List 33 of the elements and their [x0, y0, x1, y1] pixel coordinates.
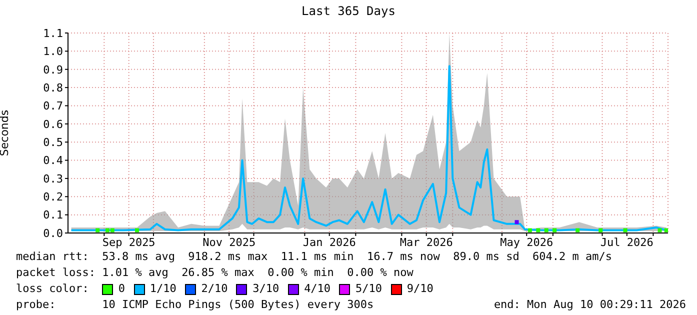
x-tick-label: May 2026 [500, 236, 554, 249]
y-axis-title: Seconds [0, 110, 11, 156]
legend-label: 5/10 [355, 281, 382, 297]
x-tick-label: Jan 2026 [302, 236, 356, 249]
x-tick-label: Jul 2026 [600, 236, 654, 249]
legend-label: 3/10 [252, 281, 280, 297]
y-tick-label: 0.9 [43, 63, 63, 76]
legend-label: 0 [118, 281, 125, 297]
legend-label: 4/10 [304, 281, 331, 297]
y-tick-label: 1.1 [43, 26, 63, 40]
line-series [70, 65, 668, 232]
text: end: Mon Aug 10 00:29:11 2026 [494, 297, 686, 313]
y-tick-label: 0.6 [43, 118, 63, 131]
legend-label: 1/10 [150, 281, 176, 297]
chart-title: Last 365 Days [300, 4, 396, 18]
y-tick-label: 0.2 [43, 190, 63, 204]
x-tick-label: Sep 2025 [102, 236, 156, 249]
legend-title: loss color: [16, 281, 90, 297]
y-tick-label: 0.8 [43, 81, 63, 94]
x-tick-label: Nov 2025 [202, 236, 256, 249]
text: probe: 10 ICMP Echo Pings (500 Bytes) every 300s [16, 297, 374, 313]
y-tick-label: 0.3 [43, 172, 63, 186]
text: median rtt: 53.8 ms avg 918.2 ms max 11.1 ms min 16.7 ms now 89.0 ms sd 604.2 m am/s [16, 249, 614, 265]
y-tick-label: 0.1 [43, 208, 63, 222]
y-tick-label: 0.7 [43, 100, 63, 113]
y-tick-label: 0.0 [43, 226, 63, 240]
text: packet loss: 1.01 % avg 26.85 % max 0.00 % min 0.00 % now [16, 265, 414, 281]
y-tick-label: 1.0 [43, 45, 63, 58]
legend-label: 2/10 [201, 281, 228, 297]
legend-label: 9/10 [406, 281, 434, 297]
y-tick-label: 0.5 [43, 136, 63, 149]
y-tick-label: 0.4 [43, 154, 64, 168]
x-tick-label: Mar 2026 [400, 236, 453, 249]
